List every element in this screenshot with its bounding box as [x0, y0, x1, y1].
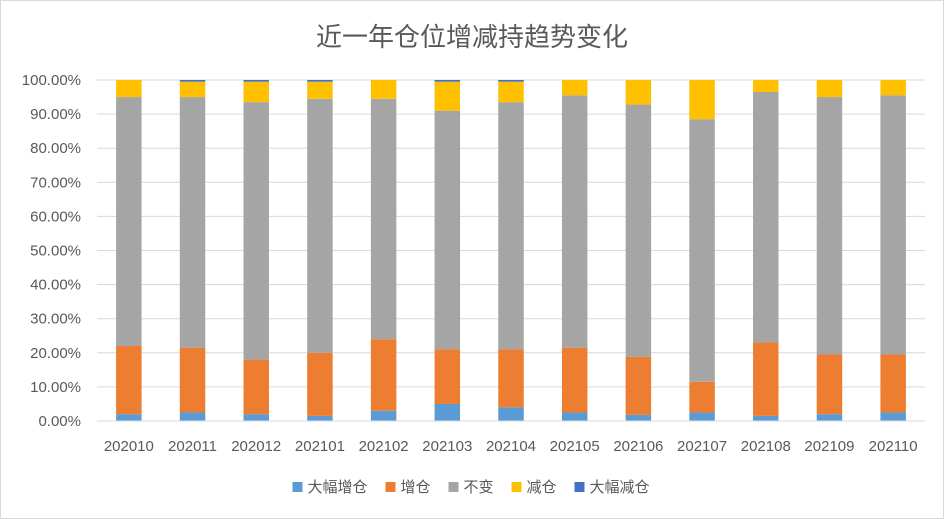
- bar-segment: [116, 414, 142, 421]
- bar-segment: [561, 347, 588, 413]
- legend: 大幅增仓 增仓 不变 减仓 大幅减仓: [292, 478, 650, 496]
- x-tick-label: 202106: [613, 438, 663, 455]
- x-tick-label: 202108: [741, 438, 791, 455]
- bar-segment: [116, 80, 142, 98]
- x-tick-label: 202102: [359, 438, 409, 455]
- x-tick-label: 202011: [168, 438, 217, 455]
- bar-segment: [307, 80, 333, 82]
- chart-title: 近一年仓位增减持趋势变化: [316, 23, 628, 53]
- y-tick-label: 90.00%: [30, 106, 81, 123]
- legend-label: 减仓: [527, 478, 557, 496]
- bar-segment: [498, 407, 524, 421]
- bar-segment: [307, 81, 333, 99]
- bar-segment: [880, 354, 906, 413]
- bar-segment: [307, 352, 333, 416]
- bar-segment: [816, 80, 843, 98]
- bar-segment: [179, 97, 206, 348]
- bar-segment: [434, 349, 461, 404]
- bar-segment: [816, 414, 843, 421]
- bar-segment: [498, 80, 524, 82]
- x-tick-label: 202104: [486, 438, 536, 455]
- bar-segment: [243, 80, 269, 82]
- x-tick-label: 202110: [869, 438, 918, 455]
- bar-segment: [243, 102, 269, 360]
- y-tick-label: 60.00%: [30, 208, 81, 225]
- bar-segment: [816, 97, 843, 355]
- legend-label: 增仓: [401, 478, 431, 496]
- bar-segment: [498, 102, 524, 350]
- x-tick-label: 202101: [295, 438, 345, 455]
- bar-segment: [880, 95, 906, 355]
- x-tick-label: 202012: [231, 438, 281, 455]
- bar-segment: [561, 80, 588, 96]
- bar-segment: [116, 97, 142, 346]
- bar-segment: [179, 412, 206, 421]
- bar-segment: [370, 98, 397, 340]
- bar-segment: [625, 80, 652, 105]
- y-axis-ticks: 0.00% 10.00% 20.00% 30.00% 40.00% 50.00% 60.00…: [22, 72, 81, 430]
- bar-segment: [625, 104, 652, 357]
- bar-segment: [434, 110, 461, 350]
- bar-segment: [816, 354, 843, 415]
- y-tick-label: 10.00%: [30, 379, 81, 396]
- bar-segment: [179, 80, 206, 82]
- y-tick-label: 70.00%: [30, 174, 81, 191]
- x-tick-label: 202010: [104, 438, 154, 455]
- y-tick-label: 30.00%: [30, 311, 81, 328]
- bar-segment: [561, 412, 588, 421]
- y-tick-label: 50.00%: [30, 243, 81, 260]
- x-tick-label: 202103: [422, 438, 472, 455]
- bar-segment: [179, 81, 206, 98]
- bar-segment: [370, 410, 397, 421]
- bar-segment: [116, 345, 142, 415]
- bar-segment: [689, 381, 715, 413]
- bars: [116, 80, 906, 421]
- bar-segment: [689, 119, 715, 382]
- bar-segment: [243, 81, 269, 103]
- legend-label: 大幅减仓: [590, 478, 650, 496]
- bar-segment: [689, 80, 715, 120]
- bar-segment: [561, 95, 588, 348]
- x-axis-ticks: 202010 202011 202012 202101 202102 202103 2021…: [104, 438, 918, 455]
- bar-segment: [498, 349, 524, 408]
- bar-segment: [434, 403, 461, 421]
- legend-swatch: [385, 482, 396, 492]
- bar-segment: [880, 412, 906, 421]
- bar-segment: [434, 80, 461, 82]
- x-tick-label: 202109: [804, 438, 854, 455]
- bar-segment: [370, 339, 397, 411]
- legend-label: 不变: [464, 478, 494, 496]
- bar-segment: [307, 98, 333, 353]
- legend-swatch: [448, 482, 459, 492]
- bar-segment: [689, 412, 715, 421]
- bar-segment: [243, 359, 269, 415]
- legend-swatch: [511, 482, 522, 492]
- bar-segment: [243, 414, 269, 421]
- x-tick-label: 202105: [550, 438, 600, 455]
- bar-segment: [434, 81, 461, 111]
- bar-segment: [753, 415, 779, 421]
- y-tick-label: 100.00%: [22, 72, 81, 89]
- bar-segment: [179, 347, 206, 413]
- y-tick-label: 20.00%: [30, 345, 81, 362]
- bar-segment: [370, 80, 397, 99]
- bar-segment: [625, 414, 652, 421]
- y-tick-label: 40.00%: [30, 277, 81, 294]
- bar-segment: [307, 415, 333, 421]
- bar-segment: [753, 91, 779, 343]
- bar-segment: [880, 80, 906, 96]
- bar-segment: [753, 342, 779, 416]
- y-tick-label: 0.00%: [38, 413, 81, 430]
- legend-swatch: [574, 482, 585, 492]
- legend-swatch: [292, 482, 303, 492]
- bar-segment: [498, 81, 524, 103]
- y-tick-label: 80.00%: [30, 140, 81, 157]
- bar-segment: [625, 356, 652, 415]
- legend-label: 大幅增仓: [308, 478, 368, 496]
- x-tick-label: 202107: [677, 438, 727, 455]
- bar-segment: [753, 80, 779, 92]
